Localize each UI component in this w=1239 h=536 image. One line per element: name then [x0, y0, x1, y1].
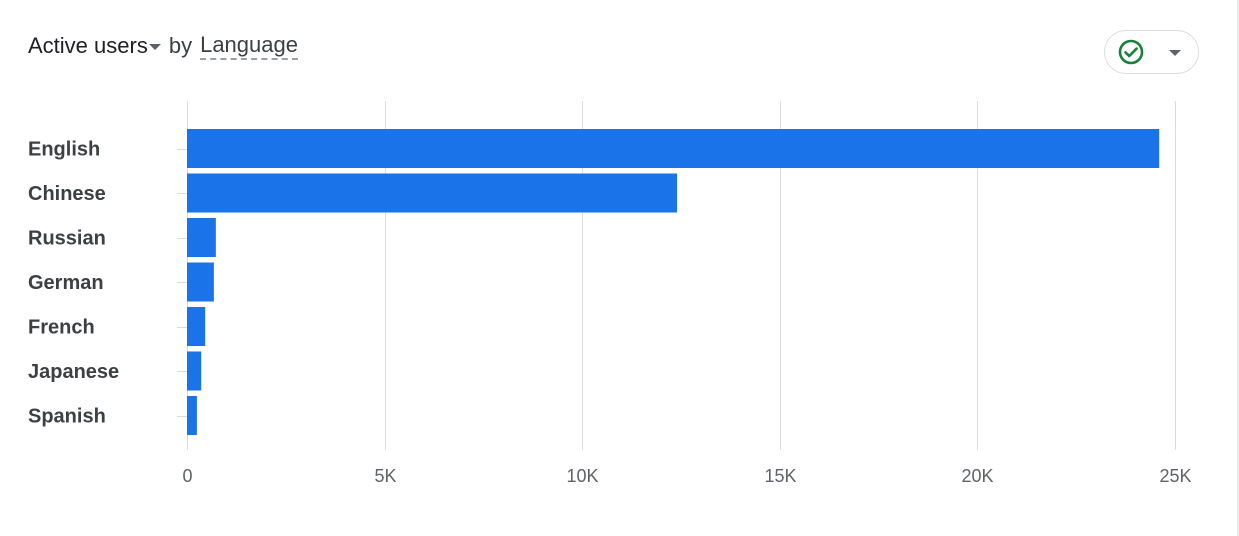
bar-german[interactable] — [187, 262, 214, 302]
x-tick-label: 20K — [961, 466, 993, 486]
bars — [187, 129, 1160, 435]
caret-down-icon — [148, 44, 161, 50]
x-tick-label: 5K — [374, 466, 396, 486]
category-labels: English Chinese Russian German French Japanes… — [28, 139, 119, 428]
category-label: Spanish — [28, 406, 106, 428]
by-text: by — [168, 33, 193, 58]
chevron-down-icon — [1169, 50, 1181, 56]
check-circle-icon — [1118, 39, 1144, 65]
dimension-selector[interactable]: Language — [200, 32, 298, 60]
category-label: Russian — [28, 228, 106, 250]
metric-label: Active users — [28, 33, 148, 58]
status-dropdown-button[interactable] — [1104, 30, 1199, 74]
bar-japanese[interactable] — [187, 351, 202, 391]
card-edge — [1237, 0, 1239, 536]
category-label: Chinese — [28, 183, 106, 205]
metric-selector[interactable]: Active users — [28, 33, 161, 59]
x-tick-label: 25K — [1159, 466, 1191, 486]
x-tick-label: 0 — [182, 466, 192, 486]
category-label: English — [28, 139, 100, 161]
x-axis-ticks: 0 5K 10K 15K 20K 25K — [182, 466, 1191, 486]
bar-english[interactable] — [187, 129, 1160, 168]
card-title: Active users by Language — [28, 30, 298, 62]
bar-french[interactable] — [187, 307, 206, 346]
category-label: French — [28, 317, 95, 339]
category-label: Japanese — [28, 361, 119, 383]
x-tick-label: 15K — [764, 466, 796, 486]
bar-chinese[interactable] — [187, 173, 678, 213]
bar-spanish[interactable] — [187, 396, 197, 435]
bar-russian[interactable] — [187, 218, 216, 257]
x-tick-label: 10K — [566, 466, 598, 486]
category-label: German — [28, 272, 104, 294]
